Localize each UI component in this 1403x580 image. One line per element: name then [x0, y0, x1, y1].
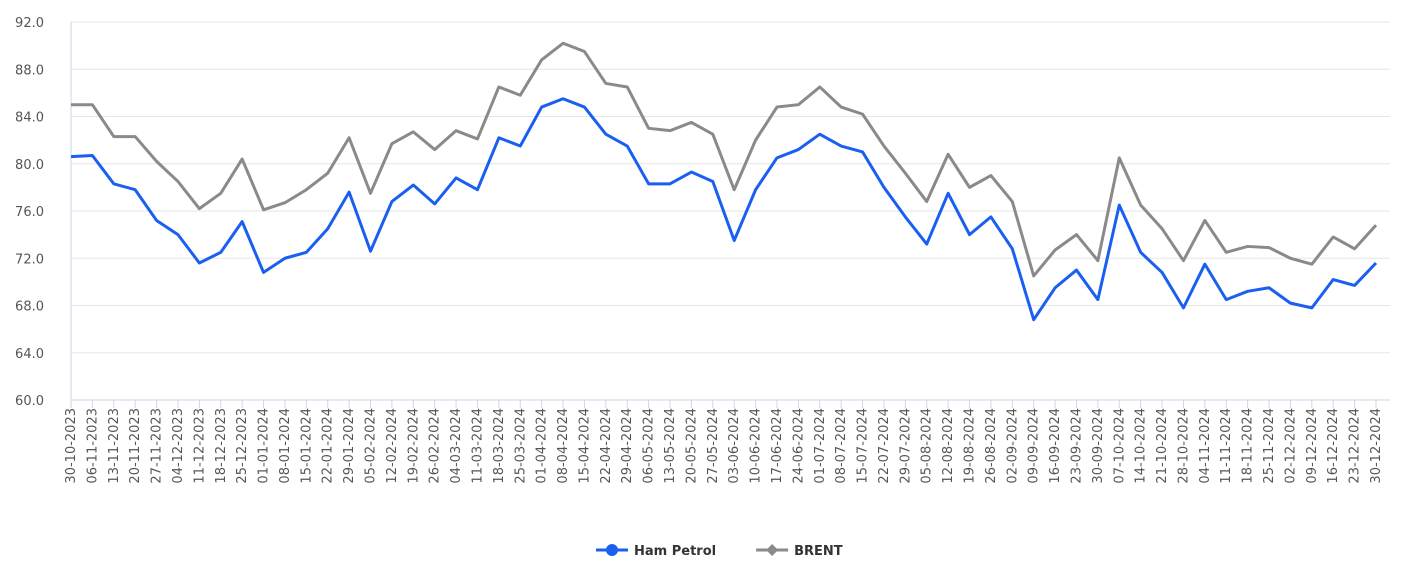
x-tick-label: 26-08-2024 — [984, 408, 999, 484]
x-tick-label: 26-02-2024 — [428, 408, 443, 484]
x-tick-label: 03-06-2024 — [727, 408, 742, 484]
series-line — [71, 41, 1378, 278]
x-tick-label: 30-12-2024 — [1369, 408, 1384, 484]
x-tick-label: 22-07-2024 — [877, 408, 892, 484]
x-tick-label: 06-11-2023 — [85, 408, 100, 484]
x-tick-label: 25-12-2023 — [235, 408, 250, 484]
y-tick-label: 72.0 — [15, 252, 44, 267]
x-tick-label: 18-11-2024 — [1241, 408, 1256, 484]
x-tick-label: 09-09-2024 — [1027, 408, 1042, 484]
y-tick-label: 80.0 — [15, 158, 44, 173]
x-tick-label: 09-12-2024 — [1305, 408, 1320, 484]
x-tick-label: 18-03-2024 — [492, 408, 507, 484]
x-tick-label: 01-07-2024 — [813, 408, 828, 484]
x-tick-label: 12-08-2024 — [941, 408, 956, 484]
x-tick-label: 16-09-2024 — [1048, 408, 1063, 484]
x-tick-label: 13-11-2023 — [107, 408, 122, 484]
x-tick-label: 23-12-2024 — [1348, 408, 1363, 484]
y-tick-label: 64.0 — [15, 347, 44, 362]
x-tick-label: 22-01-2024 — [321, 408, 336, 484]
x-tick-label: 15-07-2024 — [856, 408, 871, 484]
x-tick-label: 08-04-2024 — [556, 408, 571, 484]
x-tick-label: 05-02-2024 — [364, 408, 379, 484]
x-tick-label: 11-03-2024 — [470, 408, 485, 484]
x-tick-label: 21-10-2024 — [1155, 408, 1170, 484]
legend: Ham Petrol BRENT — [596, 544, 843, 559]
x-tick-label: 29-01-2024 — [342, 408, 357, 484]
x-tick-label: 19-02-2024 — [406, 408, 421, 484]
x-tick-label: 07-10-2024 — [1112, 408, 1127, 484]
x-tick-label: 25-11-2024 — [1262, 408, 1277, 484]
x-tick-label: 24-06-2024 — [791, 408, 806, 484]
x-tick-label: 15-04-2024 — [577, 408, 592, 484]
x-tick-label: 02-09-2024 — [1005, 408, 1020, 484]
x-tick-label: 11-11-2024 — [1219, 408, 1234, 484]
x-tick-label: 15-01-2024 — [299, 408, 314, 484]
x-tick-label: 23-09-2024 — [1069, 408, 1084, 484]
x-tick-label: 27-11-2023 — [150, 408, 165, 484]
y-tick-label: 68.0 — [15, 300, 44, 315]
x-tick-label: 28-10-2024 — [1176, 408, 1191, 484]
y-tick-label: 60.0 — [15, 394, 44, 409]
x-tick-label: 29-07-2024 — [898, 408, 913, 484]
x-tick-label: 22-04-2024 — [599, 408, 614, 484]
x-tick-label: 29-04-2024 — [620, 408, 635, 484]
x-tick-label: 27-05-2024 — [706, 408, 721, 484]
x-tick-label: 01-04-2024 — [535, 408, 550, 484]
x-tick-label: 30-09-2024 — [1091, 408, 1106, 484]
series-line — [70, 97, 1378, 322]
x-tick-label: 19-08-2024 — [963, 408, 978, 484]
y-tick-label: 84.0 — [15, 111, 44, 126]
x-tick-label: 11-12-2023 — [192, 408, 207, 484]
x-tick-label: 30-10-2023 — [64, 408, 79, 484]
x-tick-label: 04-11-2024 — [1198, 408, 1213, 484]
x-tick-label: 17-06-2024 — [770, 408, 785, 484]
x-tick-label: 04-12-2023 — [171, 408, 186, 484]
x-tick-label: 06-05-2024 — [642, 408, 657, 484]
x-tick-label: 16-12-2024 — [1326, 408, 1341, 484]
x-tick-label: 10-06-2024 — [749, 408, 764, 484]
x-tick-label: 20-05-2024 — [684, 408, 699, 484]
x-tick-label: 20-11-2023 — [128, 408, 143, 484]
y-tick-label: 88.0 — [15, 63, 44, 78]
legend-label: Ham Petrol — [634, 544, 716, 559]
x-tick-label: 01-01-2024 — [257, 408, 272, 484]
legend-symbol — [766, 544, 779, 556]
x-tick-label: 08-01-2024 — [278, 408, 293, 484]
legend-label: BRENT — [794, 544, 843, 559]
x-tick-label: 18-12-2023 — [214, 408, 229, 484]
legend-item[interactable]: BRENT — [756, 544, 843, 559]
x-tick-label: 25-03-2024 — [513, 408, 528, 484]
y-tick-label: 76.0 — [15, 205, 44, 220]
x-tick-label: 02-12-2024 — [1283, 408, 1298, 484]
x-tick-label: 08-07-2024 — [834, 408, 849, 484]
x-tick-label: 12-02-2024 — [385, 408, 400, 484]
legend-item[interactable]: Ham Petrol — [596, 544, 716, 559]
x-tick-label: 05-08-2024 — [920, 408, 935, 484]
legend-symbol — [606, 544, 618, 556]
x-tick-label: 14-10-2024 — [1134, 408, 1149, 484]
x-tick-label: 13-05-2024 — [663, 408, 678, 484]
x-tick-label: 04-03-2024 — [449, 408, 464, 484]
y-tick-label: 92.0 — [15, 16, 44, 31]
